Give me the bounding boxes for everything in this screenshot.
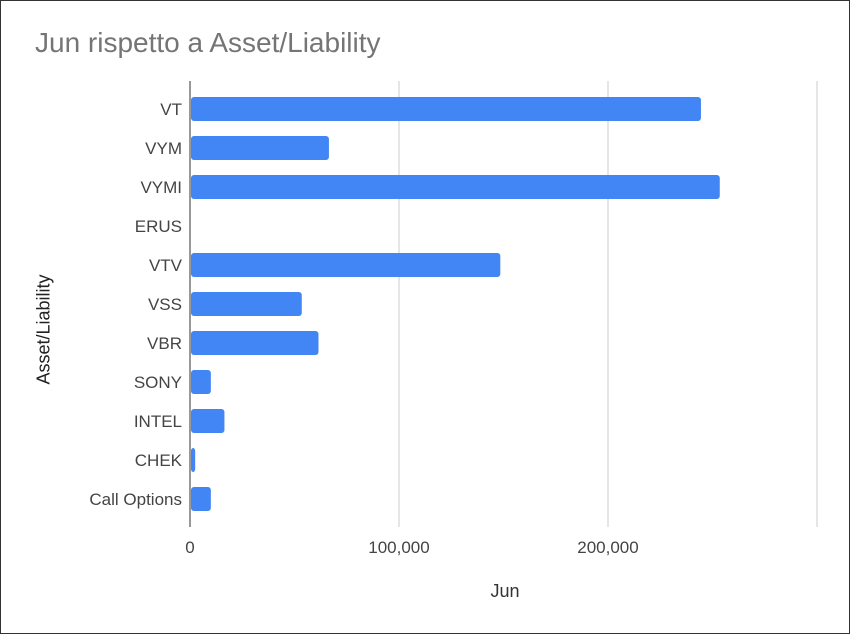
bar-6: VBR: 61000	[191, 331, 319, 355]
bar-7: SONY: 9500	[191, 370, 211, 394]
bar-4: VTV: 148000	[191, 253, 501, 277]
x-axis-title: Jun	[490, 581, 520, 601]
x-tick-label-2: 200,000	[577, 538, 638, 557]
category-label-6: VBR	[147, 334, 182, 353]
bar-0: VT: 244000	[191, 97, 701, 121]
category-label-9: CHEK	[135, 451, 183, 470]
category-label-0: VT	[160, 100, 182, 119]
category-label-2: VYMI	[140, 178, 182, 197]
bar-10: Call Options: 9500	[191, 487, 211, 511]
x-tick-label-1: 100,000	[368, 538, 429, 557]
category-label-7: SONY	[134, 373, 182, 392]
y-axis-title: Asset/Liability	[33, 274, 54, 385]
category-label-5: VSS	[148, 295, 182, 314]
category-label-1: VYM	[145, 139, 182, 158]
bar-2: VYMI: 253000	[191, 175, 720, 199]
category-label-10: Call Options	[89, 490, 182, 509]
bar-1: VYM: 66000	[191, 136, 329, 160]
x-tick-label-0: 0	[185, 538, 194, 557]
chart-title: Jun rispetto a Asset/Liability	[35, 27, 381, 58]
category-label-3: ERUS	[135, 217, 182, 236]
bar-5: VSS: 53000	[191, 292, 302, 316]
bar-9: CHEK: 2000	[191, 448, 196, 472]
category-label-4: VTV	[149, 256, 183, 275]
bar-8: INTEL: 16000	[191, 409, 225, 433]
category-label-8: INTEL	[134, 412, 182, 431]
